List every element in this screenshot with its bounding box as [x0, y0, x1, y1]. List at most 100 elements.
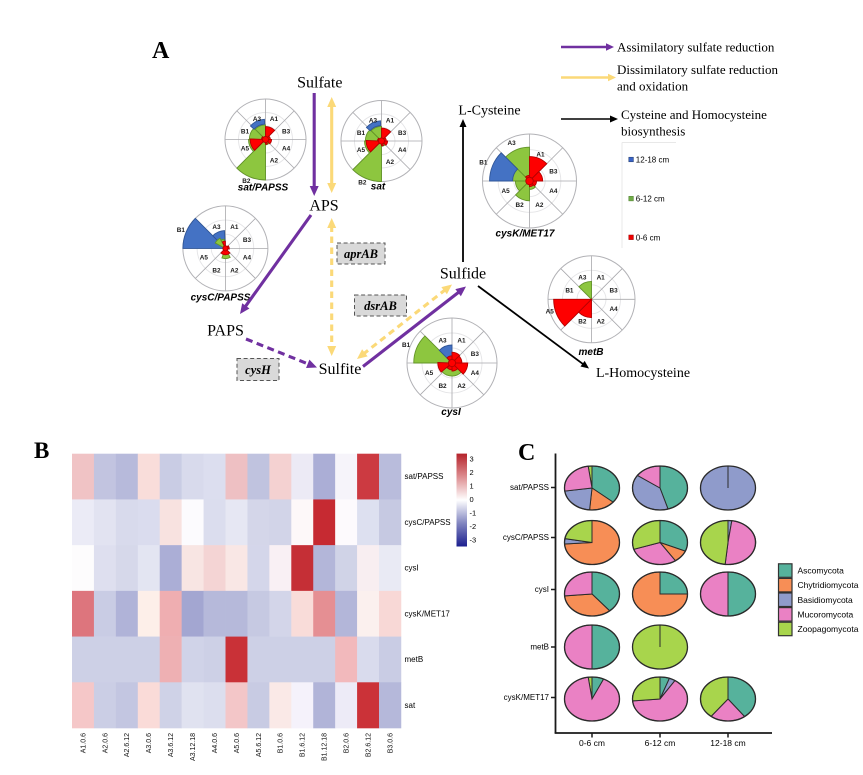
- svg-text:A: A: [152, 38, 170, 64]
- svg-text:B1.12.18: B1.12.18: [322, 733, 329, 761]
- svg-text:cysC/PAPSS: cysC/PAPSS: [405, 518, 451, 527]
- svg-text:A5: A5: [200, 255, 209, 262]
- svg-text:A2: A2: [386, 159, 395, 166]
- svg-text:A5: A5: [241, 145, 250, 152]
- svg-text:Ascomycota: Ascomycota: [798, 566, 845, 576]
- svg-text:A1: A1: [230, 224, 239, 231]
- svg-text:A4: A4: [398, 147, 407, 154]
- svg-text:A2: A2: [597, 319, 606, 326]
- svg-text:sat/PAPSS: sat/PAPSS: [405, 472, 444, 481]
- svg-text:A2: A2: [535, 202, 544, 209]
- svg-text:A4: A4: [549, 188, 558, 195]
- svg-text:L-Homocysteine: L-Homocysteine: [596, 366, 690, 381]
- svg-text:-1: -1: [470, 509, 477, 518]
- svg-text:metB: metB: [578, 347, 603, 358]
- svg-text:B3: B3: [471, 351, 480, 358]
- svg-text:L-Cysteine: L-Cysteine: [458, 104, 520, 119]
- svg-text:cysK/MET17: cysK/MET17: [405, 609, 451, 618]
- svg-text:dsrAB: dsrAB: [364, 299, 397, 313]
- svg-text:C: C: [518, 440, 535, 466]
- svg-text:A3.12.18: A3.12.18: [190, 733, 197, 761]
- svg-text:0-6 cm: 0-6 cm: [579, 738, 605, 748]
- svg-text:cysI: cysI: [535, 585, 549, 594]
- svg-text:cysC/PAPSS: cysC/PAPSS: [503, 533, 549, 542]
- svg-text:A3: A3: [253, 116, 262, 123]
- svg-text:APS: APS: [309, 198, 338, 215]
- svg-text:sat: sat: [371, 182, 386, 193]
- svg-text:sat/PAPSS: sat/PAPSS: [238, 183, 289, 194]
- svg-text:-2: -2: [470, 522, 477, 531]
- svg-text:metB: metB: [405, 655, 424, 664]
- svg-text:A5.0.6: A5.0.6: [234, 733, 241, 753]
- svg-text:and oxidation: and oxidation: [617, 79, 689, 94]
- svg-text:biosynthesis: biosynthesis: [621, 124, 685, 139]
- svg-text:A3: A3: [212, 224, 221, 231]
- svg-text:B1: B1: [241, 128, 250, 135]
- svg-text:A4: A4: [610, 306, 619, 313]
- svg-text:B2.0.6: B2.0.6: [344, 733, 351, 753]
- svg-text:B2.6.12: B2.6.12: [365, 733, 372, 757]
- svg-text:A1: A1: [536, 151, 545, 158]
- svg-text:-3: -3: [470, 536, 477, 545]
- svg-text:B3.0.6: B3.0.6: [387, 733, 394, 753]
- svg-text:metB: metB: [530, 643, 549, 652]
- svg-text:A2: A2: [270, 157, 279, 164]
- svg-text:cysI: cysI: [405, 564, 419, 573]
- svg-text:A2: A2: [230, 267, 239, 274]
- svg-text:sat: sat: [405, 701, 416, 710]
- svg-text:cysC/PAPSS: cysC/PAPSS: [191, 293, 251, 304]
- svg-text:B3: B3: [282, 128, 291, 135]
- svg-text:Sulfite: Sulfite: [319, 361, 362, 378]
- svg-text:A2: A2: [457, 383, 466, 390]
- svg-text:B2: B2: [516, 202, 525, 209]
- svg-text:1: 1: [470, 482, 474, 491]
- svg-text:12-18 cm: 12-18 cm: [710, 738, 745, 748]
- svg-text:A3.0.6: A3.0.6: [146, 733, 153, 753]
- svg-text:A4.0.6: A4.0.6: [212, 733, 219, 753]
- svg-text:A3: A3: [438, 337, 447, 344]
- svg-text:2: 2: [470, 468, 474, 477]
- svg-text:B2: B2: [212, 267, 221, 274]
- svg-text:B1: B1: [565, 287, 574, 294]
- svg-text:B2: B2: [438, 383, 447, 390]
- svg-text:A1: A1: [386, 118, 395, 125]
- svg-text:cysI: cysI: [441, 407, 461, 418]
- svg-text:PAPS: PAPS: [207, 323, 244, 340]
- svg-text:B2: B2: [358, 179, 367, 186]
- svg-text:B1: B1: [357, 130, 366, 137]
- svg-text:0-6 cm: 0-6 cm: [636, 233, 661, 242]
- svg-text:B1: B1: [177, 227, 186, 234]
- svg-text:B3: B3: [243, 237, 252, 244]
- svg-text:A4: A4: [471, 370, 480, 377]
- svg-text:A2.6.12: A2.6.12: [124, 733, 131, 757]
- svg-text:B: B: [34, 438, 49, 463]
- svg-text:Assimilatory sulfate reduction: Assimilatory sulfate reduction: [617, 40, 775, 55]
- svg-text:A1: A1: [457, 337, 466, 344]
- svg-text:A4: A4: [282, 145, 291, 152]
- svg-text:Chytridiomycota: Chytridiomycota: [798, 580, 859, 590]
- svg-text:A3.6.12: A3.6.12: [168, 733, 175, 757]
- svg-text:cysK/MET17: cysK/MET17: [496, 229, 555, 240]
- svg-text:Mucoromycota: Mucoromycota: [798, 609, 854, 619]
- svg-text:A4: A4: [243, 255, 252, 262]
- svg-text:A5: A5: [357, 147, 366, 154]
- svg-text:B3: B3: [549, 168, 558, 175]
- svg-text:Dissimilatory sulfate reductio: Dissimilatory sulfate reduction: [617, 62, 779, 77]
- svg-text:A5: A5: [425, 370, 434, 377]
- svg-text:cysH: cysH: [245, 363, 272, 377]
- svg-text:Sulfide: Sulfide: [440, 266, 486, 283]
- svg-text:3: 3: [470, 455, 474, 464]
- svg-text:A2.0.6: A2.0.6: [102, 733, 109, 753]
- svg-text:B2: B2: [242, 178, 251, 185]
- svg-text:A1: A1: [270, 116, 279, 123]
- svg-text:A5: A5: [546, 309, 555, 316]
- svg-text:sat/PAPSS: sat/PAPSS: [510, 483, 549, 492]
- svg-text:cysK/MET17: cysK/MET17: [504, 693, 550, 702]
- svg-text:Sulfate: Sulfate: [297, 75, 342, 92]
- svg-text:A5: A5: [502, 188, 511, 195]
- svg-text:B1: B1: [479, 160, 488, 167]
- svg-text:A1.0.6: A1.0.6: [80, 733, 87, 753]
- svg-text:A5.6.12: A5.6.12: [256, 733, 263, 757]
- svg-text:B1.6.12: B1.6.12: [300, 733, 307, 757]
- svg-text:6-12 cm: 6-12 cm: [636, 195, 665, 204]
